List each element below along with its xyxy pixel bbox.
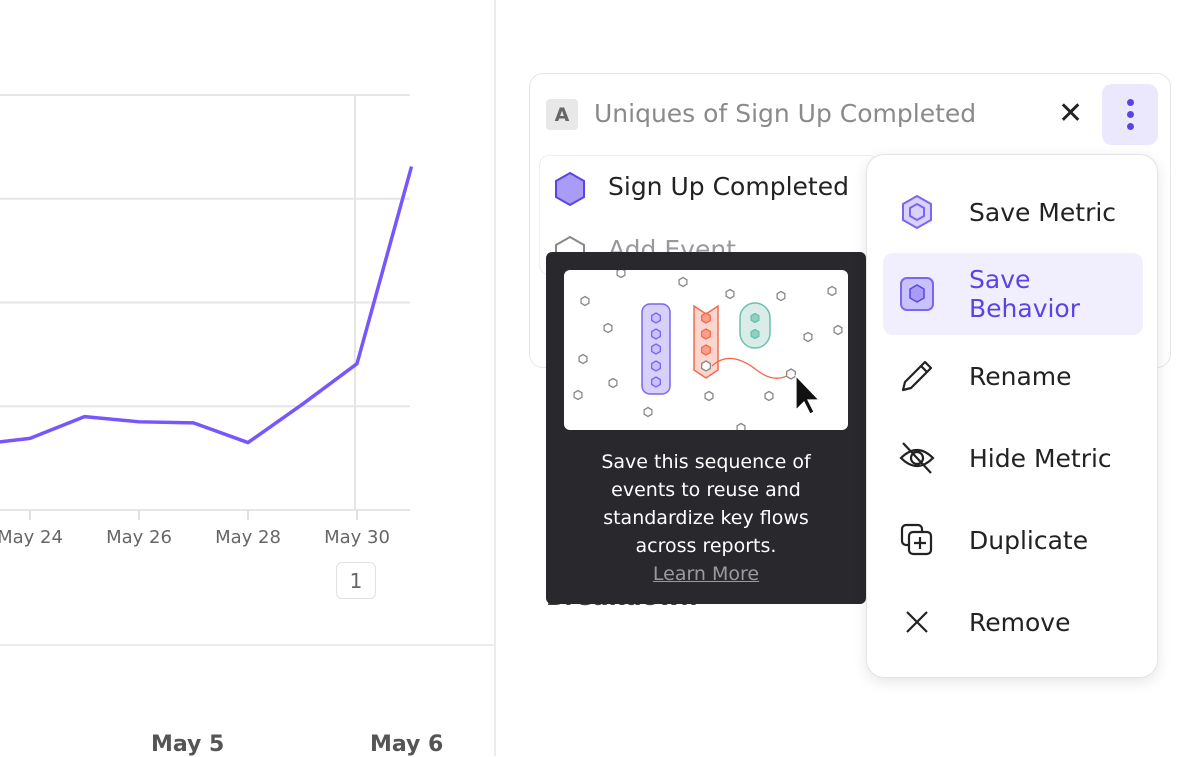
tooltip-text: Save this sequence of events to reuse an… xyxy=(601,451,811,557)
pencil-icon xyxy=(899,358,935,394)
panel-divider xyxy=(494,0,496,756)
metric-letter-badge: A xyxy=(546,99,578,130)
menu-item-save-behavior[interactable]: Save Behavior xyxy=(883,253,1143,335)
x-tick-label: May 24 xyxy=(0,527,63,548)
hexagon-icon xyxy=(899,194,935,230)
event-hexagon-icon xyxy=(555,171,585,207)
chart-divider xyxy=(0,644,494,646)
menu-item-label: Save Metric xyxy=(969,197,1117,227)
page-number-badge[interactable]: 1 xyxy=(336,562,376,599)
menu-item-duplicate[interactable]: Duplicate xyxy=(883,499,1143,581)
add-event-icon xyxy=(555,235,585,269)
x-tick-label: May 26 xyxy=(106,527,172,548)
menu-item-remove[interactable]: Remove xyxy=(883,581,1143,663)
duplicate-icon xyxy=(899,522,935,558)
behavior-illustration xyxy=(564,270,848,430)
x-tick-label: May 28 xyxy=(215,527,281,548)
close-icon xyxy=(899,604,935,640)
learn-more-link[interactable]: Learn More xyxy=(652,563,760,585)
metric-title[interactable]: Uniques of Sign Up Completed xyxy=(594,99,977,128)
eye-off-icon xyxy=(899,440,935,476)
menu-item-hide-metric[interactable]: Hide Metric xyxy=(883,417,1143,499)
more-options-button[interactable] xyxy=(1102,84,1158,145)
menu-item-label: Save Behavior xyxy=(969,265,1081,323)
menu-item-label: Remove xyxy=(969,607,1071,637)
close-icon[interactable]: ✕ xyxy=(1058,96,1084,131)
lower-axis-label: May 5 xyxy=(151,732,225,757)
x-tick-label: May 30 xyxy=(324,527,390,548)
menu-item-label: Hide Metric xyxy=(969,443,1112,473)
menu-item-save-metric[interactable]: Save Metric xyxy=(883,171,1143,253)
lower-axis-label: May 6 xyxy=(370,732,444,757)
save-behavior-tooltip: Save this sequence of events to reuse an… xyxy=(546,252,866,604)
metric-options-menu: Save Metric Save Behavior Rename Hide Me… xyxy=(866,154,1158,678)
menu-item-rename[interactable]: Rename xyxy=(883,335,1143,417)
series-line xyxy=(0,166,414,445)
line-chart: May 24 May 26 May 28 May 30 xyxy=(0,94,414,548)
menu-item-label: Duplicate xyxy=(969,525,1089,555)
event-name[interactable]: Sign Up Completed xyxy=(608,172,849,201)
behavior-icon xyxy=(899,276,935,312)
menu-item-label: Rename xyxy=(969,361,1072,391)
